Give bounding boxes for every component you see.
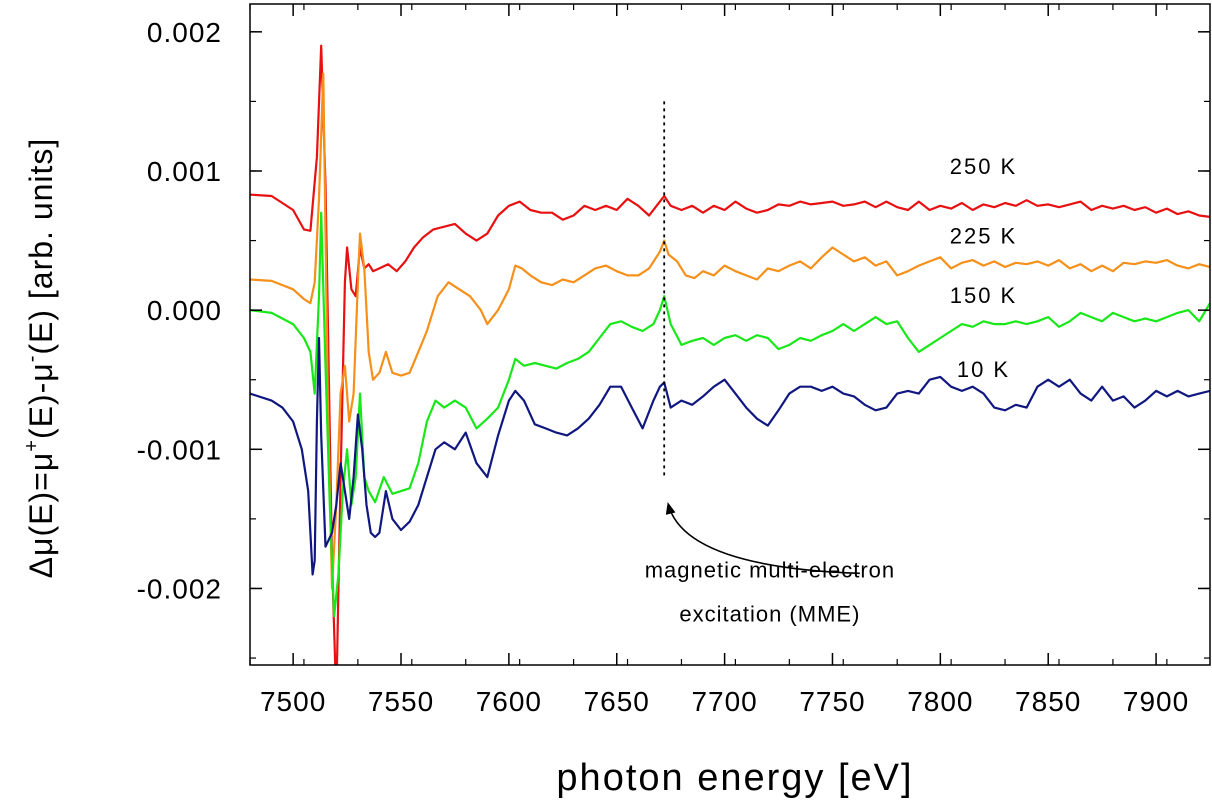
x-tick-label: 7650	[584, 686, 650, 717]
y-tick-label: -0.002	[137, 573, 222, 604]
y-tick-label: 0.000	[147, 295, 222, 326]
y-tick-label: 0.002	[147, 17, 222, 48]
series-line-225k	[250, 72, 1210, 590]
x-tick-label: 7900	[1123, 686, 1189, 717]
series-label-10k: 10 K	[957, 357, 1010, 382]
y-axis-label-sup-plus: +	[21, 439, 43, 452]
y-tick-label: 0.001	[147, 156, 222, 187]
x-tick-label: 7700	[691, 686, 757, 717]
series-label-150k: 150 K	[950, 283, 1018, 308]
x-tick-label: 7550	[368, 686, 434, 717]
x-tick-label: 7500	[260, 686, 326, 717]
x-tick-label: 7800	[907, 686, 973, 717]
annotation-line-1: magnetic multi-electron	[645, 557, 895, 582]
y-axis-label-prefix: Δμ(E)=μ	[23, 452, 59, 579]
plot-border	[249, 3, 1211, 666]
y-axis-label-sup-minus: -	[21, 355, 43, 363]
series-line-10k	[250, 336, 1210, 576]
series-label-250k: 250 K	[950, 154, 1018, 179]
plot-frame	[249, 3, 1211, 666]
y-axis-label-mid: (E)-μ	[23, 362, 59, 439]
series-line-250k	[250, 44, 1210, 665]
x-tick-label: 7600	[476, 686, 542, 717]
axis-ticks: 7500 7550 7600 7650 7700 7750 7800 7850 7900 0.00…	[137, 4, 1210, 717]
x-tick-label: 7750	[799, 686, 865, 717]
y-tick-label: -0.001	[137, 434, 222, 465]
series-labels: 250 K 225 K 150 K 10 K	[950, 154, 1018, 382]
annotation: magnetic multi-electron excitation (MME)	[645, 101, 895, 626]
series-label-225k: 225 K	[950, 223, 1018, 248]
y-axis-label: Δμ(E)=μ+(E)-μ-(E) [arb. units]	[21, 138, 59, 579]
x-axis-label: photon energy [eV]	[556, 757, 913, 799]
y-axis-label-suffix: (E) [arb. units]	[23, 138, 59, 355]
plot-area	[250, 44, 1210, 665]
annotation-line-2: excitation (MME)	[679, 601, 860, 626]
x-tick-label: 7850	[1015, 686, 1081, 717]
mme-arrow	[665, 502, 860, 575]
